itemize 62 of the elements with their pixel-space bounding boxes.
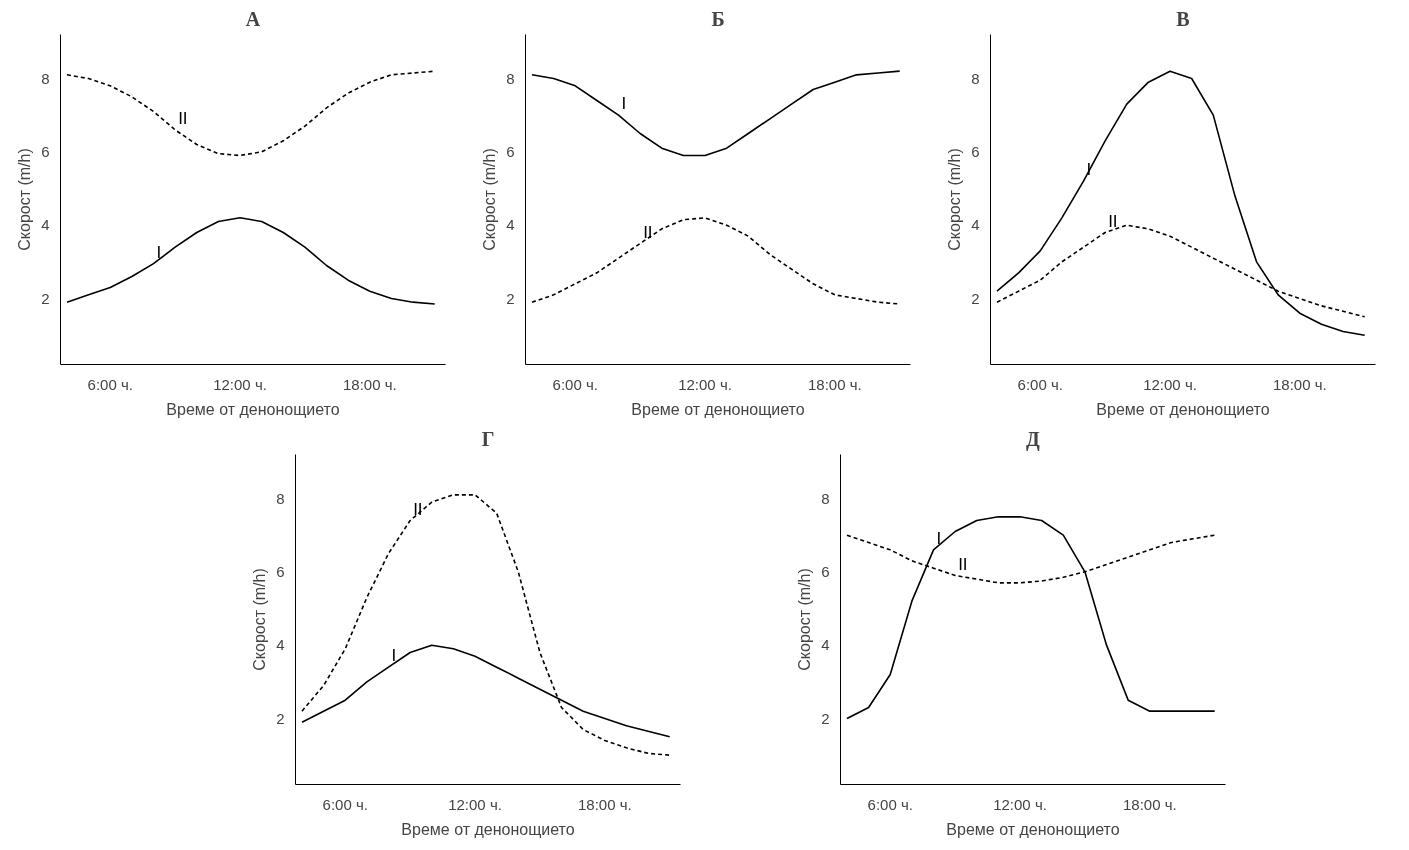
series-label: II: [178, 108, 188, 128]
x-axis-title: Време от денонощието: [401, 820, 575, 838]
x-tick-label: 6:00 ч.: [87, 375, 133, 393]
x-axis-title: Време от денонощието: [631, 400, 805, 418]
series-label: I: [391, 646, 397, 666]
x-tick-label: 12:00 ч.: [1143, 375, 1197, 393]
x-axis-title: Време от денонощието: [166, 400, 340, 418]
series-label: I: [936, 528, 942, 548]
y-tick-label: 8: [971, 69, 980, 87]
series-label: I: [156, 242, 162, 262]
series-label: I: [621, 94, 627, 114]
y-tick-label: 8: [276, 489, 285, 507]
y-axis-title: Скорост (m/h): [481, 148, 499, 251]
y-axis-title: Скорост (m/h): [796, 568, 814, 671]
x-tick-label: 12:00 ч.: [213, 375, 267, 393]
x-tick-label: 6:00 ч.: [552, 375, 598, 393]
y-tick-label: 6: [506, 142, 515, 160]
y-tick-label: 2: [276, 709, 285, 727]
series-label: II: [958, 554, 968, 574]
y-axis-title: Скорост (m/h): [946, 148, 964, 251]
x-tick-label: 18:00 ч.: [807, 375, 862, 393]
x-tick-label: 12:00 ч.: [448, 795, 502, 813]
x-tick-label: 18:00 ч.: [1122, 795, 1177, 813]
chart-title: А: [245, 7, 261, 30]
x-tick-label: 18:00 ч.: [577, 795, 632, 813]
x-tick-label: 12:00 ч.: [678, 375, 732, 393]
y-tick-label: 6: [41, 142, 50, 160]
chart-title: В: [1176, 7, 1190, 30]
line-series: [996, 70, 1366, 336]
x-tick-label: 6:00 ч.: [322, 795, 368, 813]
x-axis-title: Време от денонощието: [1096, 400, 1270, 418]
y-tick-label: 2: [971, 289, 980, 307]
y-tick-label: 4: [821, 636, 830, 654]
y-tick-label: 2: [506, 289, 515, 307]
x-tick-label: 18:00 ч.: [342, 375, 397, 393]
y-tick-label: 4: [276, 636, 285, 654]
y-tick-label: 2: [821, 709, 830, 727]
y-tick-label: 6: [971, 142, 980, 160]
y-tick-label: 8: [41, 69, 50, 87]
y-tick-label: 8: [506, 69, 515, 87]
y-tick-label: 4: [506, 216, 515, 234]
y-tick-label: 8: [821, 489, 830, 507]
x-tick-label: 18:00 ч.: [1272, 375, 1327, 393]
line-series: [66, 217, 436, 305]
x-tick-label: 12:00 ч.: [993, 795, 1047, 813]
series-label: II: [1108, 211, 1118, 231]
chart-title: Б: [711, 7, 725, 30]
line-series: [301, 494, 671, 756]
x-axis-title: Време от денонощието: [946, 820, 1120, 838]
line-series: [531, 70, 901, 157]
y-axis-title: Скорост (m/h): [16, 148, 34, 251]
x-tick-label: 6:00 ч.: [867, 795, 913, 813]
y-tick-label: 6: [276, 562, 285, 580]
y-axis-title: Скорост (m/h): [251, 568, 269, 671]
chart-title: Г: [481, 427, 495, 450]
y-tick-label: 2: [41, 289, 50, 307]
y-tick-label: 4: [971, 216, 980, 234]
x-tick-label: 6:00 ч.: [1017, 375, 1063, 393]
line-series: [846, 516, 1216, 720]
y-tick-label: 6: [821, 562, 830, 580]
chart-title: Д: [1026, 427, 1041, 451]
y-tick-label: 4: [41, 216, 50, 234]
